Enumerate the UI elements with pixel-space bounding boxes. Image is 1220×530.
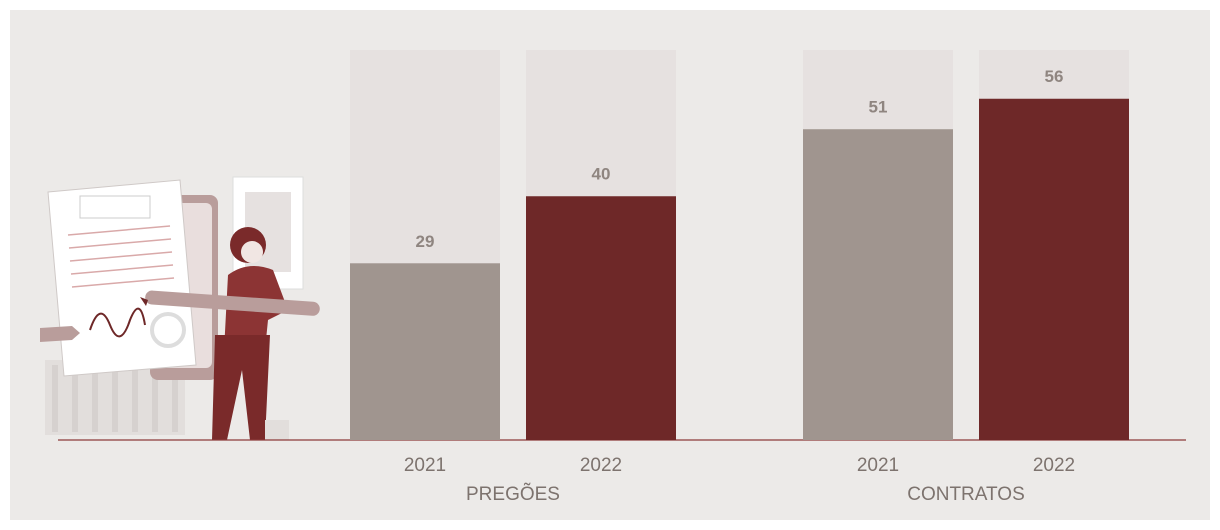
- illustration: [40, 176, 320, 440]
- x-tick-label: 2021: [404, 455, 446, 476]
- group-label: CONTRATOS: [907, 484, 1025, 505]
- bar: [350, 263, 500, 440]
- bar: [979, 98, 1129, 440]
- value-label: 40: [592, 165, 611, 184]
- x-tick-label: 2022: [580, 455, 622, 476]
- bar: [803, 129, 953, 440]
- group-label: PREGÕES: [466, 483, 560, 505]
- value-label: 51: [869, 98, 888, 117]
- x-tick-label: 2021: [857, 455, 899, 476]
- value-label: 56: [1045, 67, 1064, 86]
- bar: [526, 196, 676, 440]
- x-tick-label: 2022: [1033, 455, 1075, 476]
- value-label: 29: [416, 232, 435, 251]
